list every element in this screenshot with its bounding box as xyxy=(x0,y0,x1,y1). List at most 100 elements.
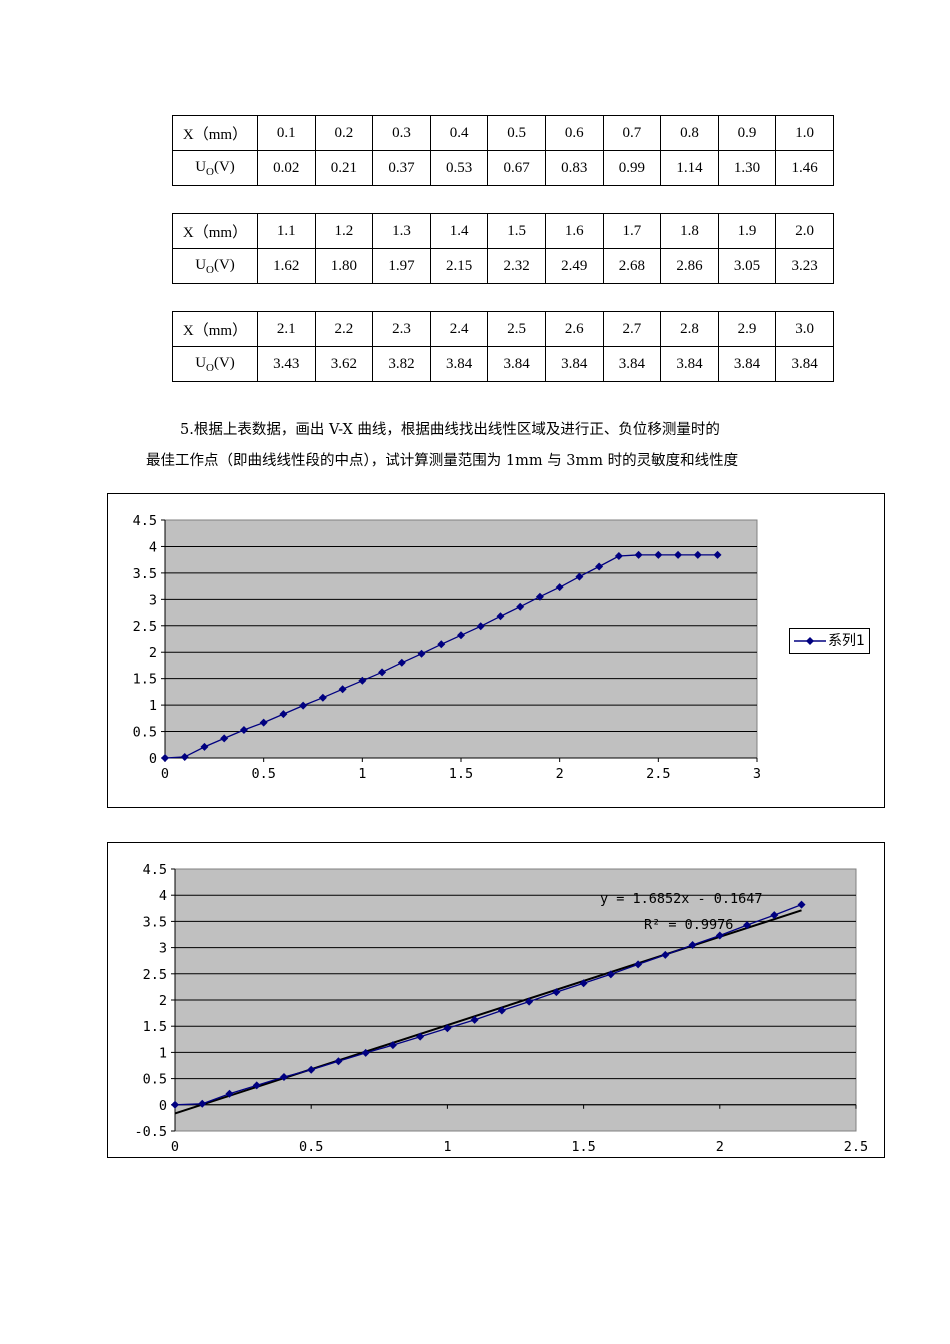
row-label-u-unit: (V) xyxy=(213,158,235,175)
data-point xyxy=(198,1099,207,1108)
data-point xyxy=(443,1024,452,1033)
cell-x: 2.4 xyxy=(429,311,489,347)
cell-x: 2.8 xyxy=(660,311,719,347)
data-point xyxy=(579,979,588,988)
cell-u: 3.84 xyxy=(602,346,662,382)
x-tick-label: 0 xyxy=(171,1139,179,1155)
cell-x: 1.6 xyxy=(544,213,604,249)
y-tick-label: 2 xyxy=(159,993,167,1009)
cell-x: 1.3 xyxy=(372,213,431,249)
cell-x: 2.3 xyxy=(372,311,431,347)
voltage-displacement-chart: 0 0.5 1 1.5 2 2.5 3 3.5 4 4.5 0 0.5 1 1.5 2 2.5 3 系列1 xyxy=(107,493,885,808)
cell-x: 2.7 xyxy=(602,311,662,347)
cell-u: 0.53 xyxy=(429,150,489,186)
table-row-x: X（mm） 1.1 1.2 1.3 1.4 1.5 1.6 1.7 1.8 1.9 2.0 xyxy=(172,213,834,249)
data-point xyxy=(555,583,564,592)
x-tick-label: 3 xyxy=(753,766,761,782)
cell-u: 3.62 xyxy=(314,346,374,382)
cell-x: 1.0 xyxy=(775,115,834,151)
data-point xyxy=(416,1032,425,1041)
data-point xyxy=(606,970,615,979)
row-label-u-main: U xyxy=(195,354,207,371)
data-point xyxy=(634,960,643,969)
cell-x: 1.4 xyxy=(429,213,489,249)
trendline-r-squared: R² = 0.9976 xyxy=(644,917,734,933)
x-tick-label: 1.5 xyxy=(571,1139,595,1155)
y-tick-label: 4.5 xyxy=(143,862,167,878)
y-tick-label: 0 xyxy=(159,1098,167,1114)
table-row-u: UO(V) 1.62 1.80 1.97 2.15 2.32 2.49 2.68 2.86 3.0… xyxy=(172,248,834,284)
data-point xyxy=(259,718,268,727)
row-label-u-main: U xyxy=(195,158,207,175)
y-tick-label: 0.5 xyxy=(133,725,157,741)
chart2-canvas: -0.500.511.522.533.544.50 0.5 1 1.5 2 2.5 xyxy=(134,862,868,1155)
data-point xyxy=(595,562,604,571)
row-label-u: UO(V) xyxy=(172,150,258,186)
y-tick-label: 1 xyxy=(149,698,157,714)
data-point xyxy=(552,988,561,997)
cell-x: 0.6 xyxy=(544,115,604,151)
data-point xyxy=(338,685,347,694)
cell-u: 1.62 xyxy=(257,248,316,284)
trendline-equation: y = 1.6852x - 0.1647 xyxy=(600,891,763,907)
row-label-u-main: U xyxy=(195,256,207,273)
cell-u: 0.37 xyxy=(372,150,431,186)
cell-x: 1.8 xyxy=(660,213,719,249)
x-tick-label: 1 xyxy=(358,766,366,782)
x-tick-label: 1.5 xyxy=(449,766,473,782)
x-tick-label: 2 xyxy=(556,766,564,782)
y-tick-label: 0 xyxy=(149,751,157,767)
data-point xyxy=(334,1057,343,1066)
chart1-legend: 系列1 xyxy=(789,628,870,654)
data-point xyxy=(535,592,544,601)
data-point xyxy=(200,742,209,751)
series-line xyxy=(174,903,802,1106)
cell-u: 2.32 xyxy=(487,248,546,284)
cell-u: 3.05 xyxy=(717,248,777,284)
data-point xyxy=(654,550,663,559)
x-tick-label: 1 xyxy=(443,1139,451,1155)
data-point xyxy=(239,725,248,734)
data-point xyxy=(180,752,189,761)
cell-x: 0.1 xyxy=(257,115,316,151)
cell-x: 0.5 xyxy=(487,115,546,151)
row-label-u-unit: (V) xyxy=(213,256,235,273)
row-label-x: X（mm） xyxy=(172,213,258,249)
data-point xyxy=(171,1100,179,1109)
instruction-line-2: 最佳工作点（即曲线线性段的中点），试计算测量范围为 1mm 与 3mm 时的灵敏… xyxy=(146,453,739,469)
data-point xyxy=(279,710,288,719)
cell-u: 3.84 xyxy=(544,346,604,382)
instruction-line-1: 5.根据上表数据，画出 V-X 曲线，根据曲线找出线性区域及进行正、负位移测量时… xyxy=(180,422,720,438)
y-tick-label: 0.5 xyxy=(143,1072,167,1088)
data-table-2: X（mm） 1.1 1.2 1.3 1.4 1.5 1.6 1.7 1.8 1.9 2.0 UO(V)… xyxy=(172,213,834,284)
y-tick-label: 1.5 xyxy=(133,672,157,688)
data-point xyxy=(688,940,697,949)
data-point xyxy=(674,550,683,559)
cell-u: 3.84 xyxy=(775,346,834,382)
y-tick-label: 2 xyxy=(149,645,157,661)
data-point xyxy=(575,572,584,581)
y-tick-label: 2.5 xyxy=(143,967,167,983)
chart1-canvas: 0 0.5 1 1.5 2 2.5 3 3.5 4 4.5 0 0.5 1 1.5 2 2.5 3 xyxy=(133,513,761,782)
data-point xyxy=(634,550,643,559)
y-tick-label: 1 xyxy=(159,1045,167,1061)
cell-u: 3.23 xyxy=(775,248,834,284)
cell-x: 0.4 xyxy=(429,115,489,151)
data-point xyxy=(417,649,426,658)
x-tick-label: 0.5 xyxy=(251,766,275,782)
row-label-x: X（mm） xyxy=(172,115,258,151)
data-point xyxy=(397,658,406,667)
data-point xyxy=(318,693,327,702)
cell-x: 0.8 xyxy=(660,115,719,151)
y-tick-label: 4 xyxy=(149,539,157,555)
cell-x: 0.9 xyxy=(717,115,777,151)
data-point xyxy=(661,950,670,959)
data-point xyxy=(497,1006,506,1015)
data-point xyxy=(279,1073,288,1082)
data-point xyxy=(525,997,534,1006)
data-point xyxy=(225,1089,234,1098)
data-point xyxy=(388,1041,397,1050)
row-label-u: UO(V) xyxy=(172,248,258,284)
cell-x: 1.9 xyxy=(717,213,777,249)
cell-x: 1.5 xyxy=(487,213,546,249)
